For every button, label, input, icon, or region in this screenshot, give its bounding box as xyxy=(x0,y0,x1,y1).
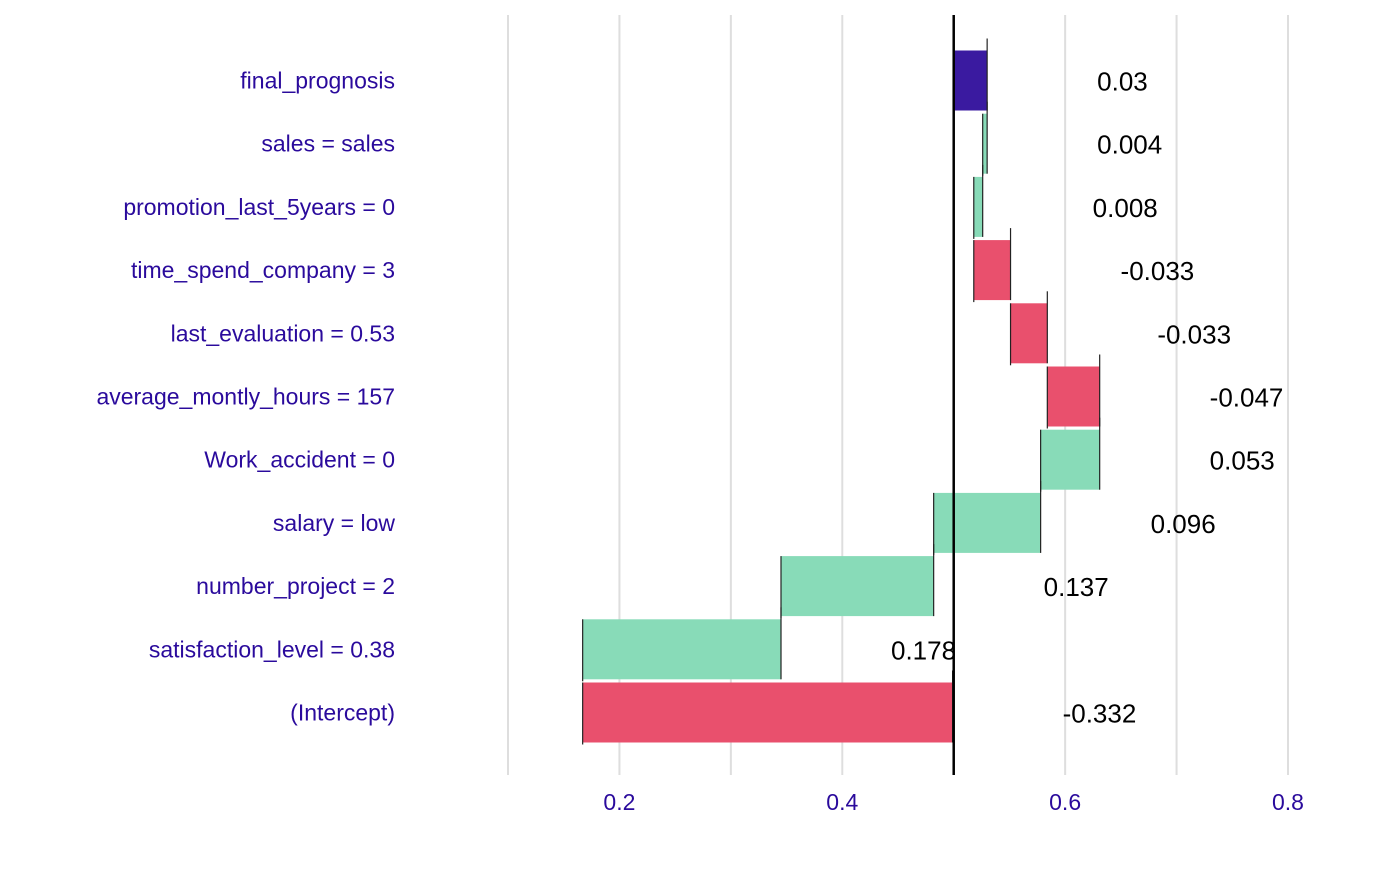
bar-0 xyxy=(953,50,988,111)
x-tick-label: 0.6 xyxy=(1049,789,1081,815)
bar-5 xyxy=(1047,366,1100,427)
category-label: Work_accident = 0 xyxy=(204,447,395,473)
bar-2 xyxy=(973,176,983,237)
bar-7 xyxy=(933,492,1041,553)
category-label: satisfaction_level = 0.38 xyxy=(149,636,395,662)
category-label: final_prognosis xyxy=(240,68,395,94)
category-label: sales = sales xyxy=(261,131,395,157)
bar-6 xyxy=(1040,429,1100,490)
value-label: -0.332 xyxy=(1063,699,1137,729)
category-label: average_montly_hours = 157 xyxy=(96,384,395,410)
category-label: promotion_last_5years = 0 xyxy=(123,194,395,220)
x-tick-label: 0.2 xyxy=(603,789,635,815)
bar-4 xyxy=(1010,303,1048,364)
category-label: (Intercept) xyxy=(290,700,395,726)
category-label: number_project = 2 xyxy=(196,573,395,599)
x-tick-label: 0.4 xyxy=(826,789,858,815)
bar-1 xyxy=(982,113,988,174)
bar-9 xyxy=(582,619,781,680)
x-tick-label: 0.8 xyxy=(1272,789,1304,815)
value-label: 0.053 xyxy=(1210,446,1275,476)
bars xyxy=(582,38,1101,745)
x-axis-ticks: 0.2 0.4 0.6 0.8 xyxy=(603,789,1304,815)
value-label: -0.047 xyxy=(1210,383,1284,413)
value-label: 0.004 xyxy=(1097,130,1162,160)
value-labels: 0.03 0.004 0.008 -0.033 -0.033 -0.047 0.053 0.0… xyxy=(891,67,1283,729)
value-label: 0.008 xyxy=(1093,193,1158,223)
value-label: 0.096 xyxy=(1151,509,1216,539)
value-label: 0.178 xyxy=(891,635,956,665)
value-label: -0.033 xyxy=(1157,319,1231,349)
category-label: time_spend_company = 3 xyxy=(131,257,395,283)
category-label: salary = low xyxy=(273,510,395,536)
category-label: last_evaluation = 0.53 xyxy=(171,320,395,346)
value-label: -0.033 xyxy=(1121,256,1195,286)
bar-8 xyxy=(781,556,934,617)
bar-10 xyxy=(582,682,953,743)
value-label: 0.03 xyxy=(1097,67,1148,97)
value-label: 0.137 xyxy=(1044,572,1109,602)
bar-3 xyxy=(973,240,1011,301)
